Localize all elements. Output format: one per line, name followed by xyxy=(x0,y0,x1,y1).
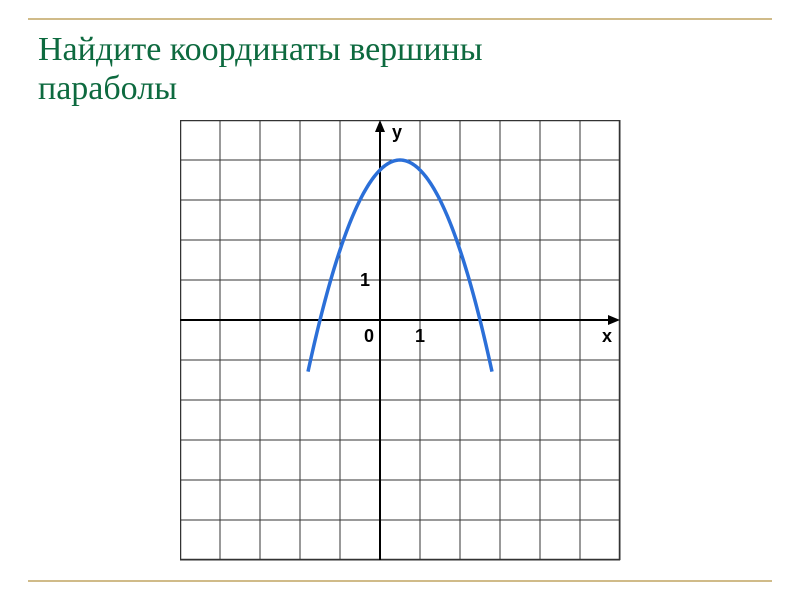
page-title: Найдите координаты вершины параболы xyxy=(38,30,483,108)
title-line-2: параболы xyxy=(38,69,483,108)
y-axis-label: y xyxy=(392,122,402,142)
y-tick-1: 1 xyxy=(359,270,369,290)
parabola-chart: y x 0 1 1 xyxy=(180,120,621,561)
x-axis-label: x xyxy=(602,326,612,346)
decorative-rule-bottom xyxy=(28,580,772,582)
decorative-rule-top xyxy=(28,18,772,20)
title-line-1: Найдите координаты вершины xyxy=(38,30,483,69)
chart-container: y x 0 1 1 xyxy=(0,120,800,576)
origin-label: 0 xyxy=(363,326,373,346)
x-tick-1: 1 xyxy=(414,326,424,346)
